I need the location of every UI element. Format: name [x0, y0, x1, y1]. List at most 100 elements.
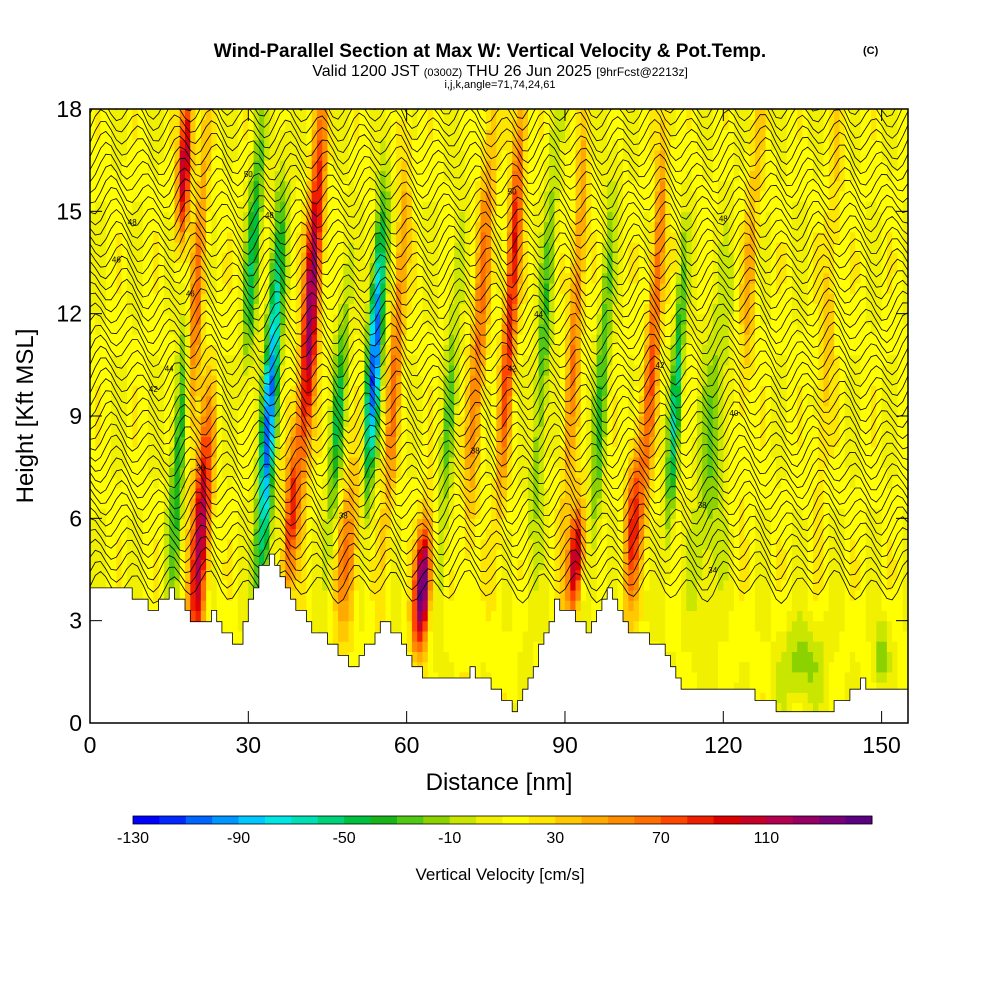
velocity-cell	[411, 477, 418, 519]
velocity-cell	[411, 579, 418, 632]
velocity-cell	[385, 293, 392, 315]
velocity-cell	[111, 354, 117, 478]
velocity-cell	[206, 569, 212, 591]
contour-label: 50	[244, 170, 253, 179]
velocity-cell	[343, 180, 350, 192]
velocity-cell	[211, 211, 218, 305]
velocity-cell	[374, 282, 381, 294]
velocity-cell	[543, 160, 550, 192]
velocity-cell	[338, 600, 344, 622]
velocity-cell	[390, 282, 397, 305]
velocity-cell	[306, 436, 313, 458]
velocity-cell	[575, 589, 582, 601]
velocity-cell	[269, 282, 276, 294]
velocity-cell	[174, 549, 181, 581]
velocity-cell	[443, 405, 450, 468]
velocity-cell	[169, 334, 176, 417]
velocity-cell	[184, 109, 191, 120]
velocity-cell	[411, 630, 418, 642]
velocity-cell	[285, 549, 292, 560]
velocity-cell	[100, 323, 107, 509]
velocity-cell	[248, 323, 255, 335]
velocity-cell	[638, 579, 645, 622]
velocity-cell	[633, 467, 640, 478]
velocity-cell	[390, 313, 397, 335]
velocity-cell	[749, 282, 756, 335]
velocity-cell	[364, 395, 371, 448]
velocity-cell	[301, 170, 307, 202]
velocity-cell	[770, 641, 777, 723]
velocity-cell	[227, 109, 234, 182]
velocity-cell	[491, 477, 497, 612]
velocity-cell	[670, 395, 677, 417]
velocity-cell	[443, 375, 450, 407]
velocity-cell	[696, 313, 703, 397]
velocity-cell	[327, 559, 334, 591]
velocity-cell	[781, 109, 788, 182]
contour-label: 42	[508, 365, 517, 374]
velocity-cell	[243, 242, 249, 264]
velocity-cell	[406, 109, 413, 131]
velocity-cell	[855, 589, 862, 663]
velocity-cell	[422, 600, 429, 612]
velocity-cell	[221, 354, 228, 478]
velocity-cell	[422, 201, 429, 325]
velocity-cell	[675, 303, 682, 315]
velocity-cell	[876, 109, 883, 212]
velocity-cell	[385, 364, 392, 386]
velocity-cell	[749, 119, 756, 171]
velocity-cell	[427, 109, 434, 141]
velocity-cell	[886, 293, 893, 356]
velocity-cell	[517, 109, 524, 131]
velocity-cell	[686, 487, 693, 530]
velocity-cell	[575, 313, 582, 376]
velocity-cell	[813, 671, 819, 714]
velocity-cell	[628, 456, 635, 468]
velocity-cell	[665, 549, 672, 581]
velocity-cell	[818, 620, 825, 642]
velocity-cell	[681, 323, 687, 345]
velocity-cell	[580, 109, 587, 141]
velocity-cell	[654, 190, 661, 223]
velocity-cell	[849, 231, 856, 294]
velocity-cell	[232, 477, 239, 673]
velocity-cell	[311, 190, 318, 202]
velocity-cell	[591, 109, 598, 161]
velocity-cell	[285, 579, 292, 591]
velocity-cell	[813, 487, 819, 601]
velocity-cell	[813, 600, 819, 622]
velocity-cell	[433, 323, 439, 550]
velocity-cell	[232, 160, 239, 356]
velocity-cell	[675, 405, 682, 427]
velocity-cell	[369, 559, 376, 601]
velocity-cell	[327, 109, 334, 161]
velocity-cell	[781, 549, 788, 581]
velocity-cell	[760, 149, 767, 192]
velocity-cell	[496, 364, 503, 407]
velocity-cell	[338, 477, 344, 489]
velocity-cell	[649, 426, 656, 438]
theta-contour	[90, 254, 908, 289]
velocity-cell	[633, 364, 640, 386]
x-tick-label: 0	[84, 732, 97, 758]
velocity-cell	[100, 109, 107, 202]
velocity-cell	[570, 416, 577, 448]
velocity-cell	[601, 242, 608, 274]
velocity-cell	[343, 497, 350, 519]
velocity-cell	[681, 262, 687, 325]
velocity-cell	[374, 385, 381, 397]
velocity-cell	[422, 569, 429, 591]
velocity-cell	[274, 242, 281, 264]
velocity-cell	[818, 589, 825, 622]
velocity-cell	[369, 446, 376, 458]
velocity-cell	[638, 364, 645, 397]
colorbar-swatch	[423, 816, 451, 824]
velocity-cell	[390, 456, 397, 478]
velocity-cell	[712, 569, 719, 723]
velocity-cell	[628, 180, 635, 243]
velocity-cell	[855, 559, 862, 591]
velocity-cell	[644, 549, 651, 591]
velocity-cell	[623, 467, 629, 489]
velocity-cell	[607, 180, 614, 212]
velocity-cell	[469, 109, 476, 294]
